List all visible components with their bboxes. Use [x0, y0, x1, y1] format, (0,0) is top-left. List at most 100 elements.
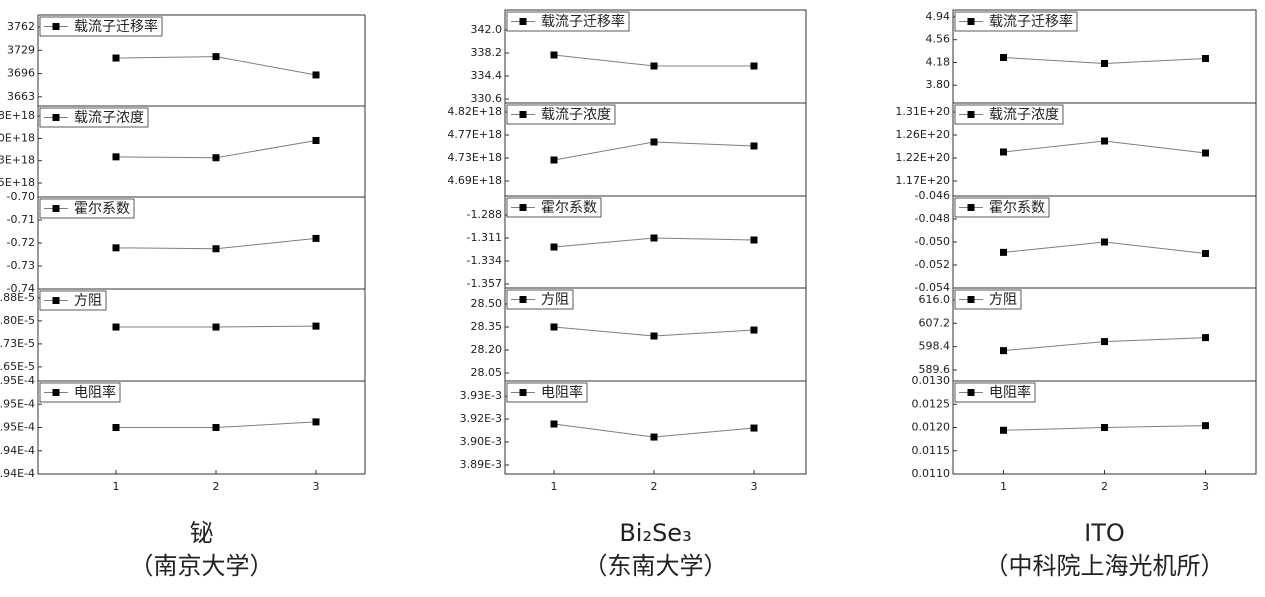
point-marker — [1000, 148, 1007, 156]
y-tick-label: -0.70 — [7, 190, 35, 203]
y-tick-label: 28.50 — [471, 297, 503, 310]
legend-marker — [967, 389, 975, 396]
y-tick-label: 3.89E-3 — [460, 458, 502, 471]
y-tick-label: 7.88E-5 — [0, 291, 35, 304]
point-marker — [550, 420, 558, 428]
legend: 电阻率 — [39, 382, 121, 403]
y-tick-label: 3.90E-3 — [460, 435, 502, 448]
x-tick-label: 2 — [213, 480, 220, 493]
legend: 载流子浓度 — [506, 104, 616, 125]
legend: 电阻率 — [954, 382, 1036, 403]
y-tick-label: 0.0110 — [912, 467, 951, 480]
legend-label: 载流子浓度 — [74, 110, 144, 126]
y-tick-label: -0.71 — [7, 213, 35, 226]
point-marker — [750, 142, 758, 150]
legend-label: 霍尔系数 — [989, 200, 1045, 216]
y-tick-label: 1.95E-4 — [0, 397, 35, 410]
point-marker — [212, 323, 220, 331]
y-tick-label: 8.78E+18 — [0, 109, 35, 122]
legend-label: 载流子浓度 — [989, 107, 1059, 123]
legend-label: 载流子迁移率 — [541, 13, 625, 30]
point-marker — [750, 236, 758, 244]
legend: 方阻 — [954, 289, 1022, 310]
y-tick-label: 1.94E-4 — [0, 467, 35, 480]
legend: 方阻 — [506, 289, 574, 310]
column-caption: Bi₂Se₃ — [619, 519, 691, 547]
legend-label: 方阻 — [541, 292, 569, 308]
point-marker — [112, 323, 120, 331]
legend-box — [954, 289, 1022, 310]
y-tick-label: 7.73E-5 — [0, 337, 35, 350]
legend-label: 霍尔系数 — [541, 200, 597, 216]
legend-marker — [967, 111, 975, 118]
point-marker — [650, 433, 658, 441]
legend-label: 载流子迁移率 — [74, 18, 158, 35]
point-marker — [1101, 338, 1108, 346]
point-marker — [1101, 137, 1108, 145]
column-caption: 铋 — [190, 519, 214, 547]
point-marker — [112, 153, 120, 161]
legend-marker — [519, 111, 527, 118]
y-tick-label: 0.0125 — [912, 397, 951, 410]
y-tick-label: -0.73 — [7, 259, 35, 272]
x-tick-label: 1 — [113, 480, 120, 493]
column-caption: （中科院上海光机所） — [985, 552, 1225, 580]
column-caption: （东南大学） — [584, 552, 728, 580]
point-marker — [1202, 55, 1209, 63]
legend-box — [954, 382, 1036, 403]
point-marker — [750, 62, 758, 70]
point-marker — [112, 244, 120, 252]
point-marker — [1202, 149, 1209, 157]
legend-marker — [519, 296, 527, 303]
x-tick-label: 2 — [1101, 480, 1108, 493]
legend-box — [39, 382, 121, 403]
legend-marker — [52, 114, 60, 121]
y-tick-label: 1.17E+20 — [895, 174, 950, 187]
point-marker — [312, 136, 320, 144]
y-tick-label: 3663 — [7, 90, 35, 103]
point-marker — [1202, 250, 1209, 257]
point-marker — [1101, 424, 1108, 431]
point-marker — [1202, 422, 1209, 430]
y-tick-label: 4.82E+18 — [447, 105, 502, 118]
point-marker — [1101, 238, 1108, 246]
legend-box — [954, 104, 1064, 125]
legend: 方阻 — [39, 290, 107, 311]
point-marker — [312, 234, 320, 242]
legend-label: 载流子迁移率 — [989, 13, 1073, 30]
point-marker — [1000, 426, 1007, 434]
point-marker — [650, 62, 658, 70]
legend: 载流子迁移率 — [506, 11, 630, 32]
legend-box — [39, 290, 107, 311]
x-tick-label: 2 — [651, 480, 658, 493]
point-marker — [312, 418, 320, 426]
legend-marker — [519, 389, 527, 396]
column-caption: （南京大学） — [130, 552, 274, 580]
x-tick-label: 1 — [1000, 480, 1007, 493]
point-marker — [112, 424, 120, 431]
legend: 载流子迁移率 — [954, 11, 1078, 32]
y-tick-label: 1.95E-4 — [0, 421, 35, 434]
y-tick-label: 8.70E+18 — [0, 131, 35, 144]
y-tick-label: 1.26E+20 — [895, 128, 950, 141]
point-marker — [750, 424, 758, 432]
x-tick-label: 3 — [313, 480, 320, 493]
legend-label: 载流子浓度 — [541, 107, 611, 123]
plot-frame — [504, 380, 807, 475]
point-marker — [212, 53, 220, 61]
legend-box — [39, 107, 149, 128]
point-marker — [1000, 347, 1007, 355]
point-marker — [1000, 53, 1007, 61]
point-marker — [650, 332, 658, 340]
y-tick-label: 342.0 — [471, 23, 503, 36]
legend-marker — [52, 297, 60, 304]
y-tick-label: 607.2 — [919, 316, 951, 329]
point-marker — [212, 245, 220, 253]
y-tick-label: 4.56 — [926, 33, 951, 46]
x-tick-label: 3 — [1202, 480, 1209, 493]
point-marker — [650, 138, 658, 146]
y-tick-label: -0.048 — [915, 212, 950, 225]
y-tick-label: 3.80 — [926, 78, 951, 91]
y-tick-label: 28.20 — [471, 343, 503, 356]
y-tick-label: -1.334 — [467, 254, 502, 267]
